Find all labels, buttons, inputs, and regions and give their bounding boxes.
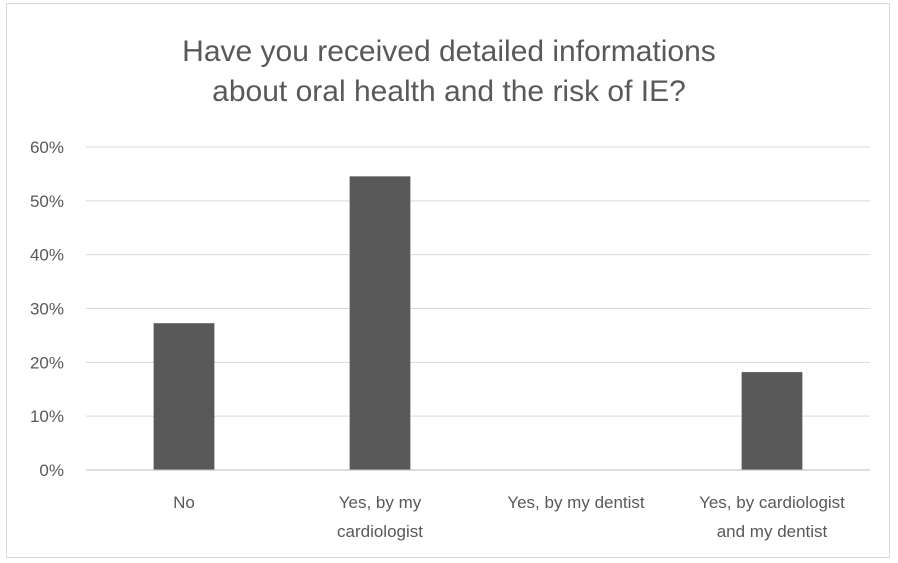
bar-0: [153, 323, 215, 470]
y-tick-label-0: 0%: [39, 461, 64, 480]
bar-3: [741, 372, 803, 470]
x-tick-label-1: Yes, by my cardiologist: [337, 493, 423, 541]
x-tick-label-0: No: [173, 493, 195, 512]
bars: [153, 176, 803, 470]
y-tick-label-60: 60%: [30, 138, 64, 157]
bar-1: [349, 176, 411, 470]
x-tick-label-2: Yes, by my dentist: [507, 493, 645, 512]
y-tick-label-50: 50%: [30, 192, 64, 211]
y-tick-label-10: 10%: [30, 407, 64, 426]
gridlines: [86, 146, 870, 417]
chart-title: Have you received detailed informations …: [182, 35, 716, 108]
x-tick-label-3: Yes, by cardiologist and my dentist: [699, 493, 845, 541]
y-tick-label-40: 40%: [30, 246, 64, 265]
y-tick-label-20: 20%: [30, 353, 64, 372]
y-tick-label-30: 30%: [30, 300, 64, 319]
tick-labels: 0% 10% 20% 30% 40% 50% 60% No Yes, by my cardiolo…: [30, 138, 845, 541]
